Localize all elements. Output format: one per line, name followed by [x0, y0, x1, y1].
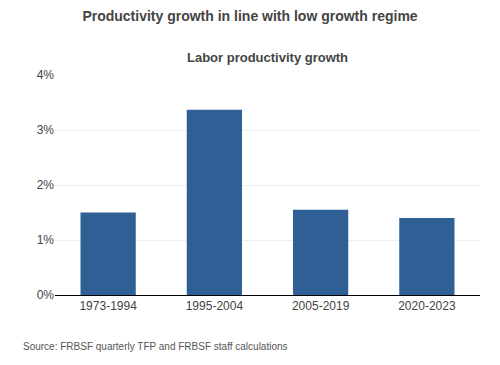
- svg-text:2%: 2%: [37, 178, 55, 192]
- svg-text:2005-2019: 2005-2019: [292, 299, 350, 313]
- svg-text:Source: FRBSF quarterly TFP an: Source: FRBSF quarterly TFP and FRBSF st…: [23, 341, 288, 352]
- svg-text:2020-2023: 2020-2023: [398, 299, 456, 313]
- svg-text:4%: 4%: [37, 68, 55, 82]
- svg-text:3%: 3%: [37, 123, 55, 137]
- svg-text:Productivity growth in line wi: Productivity growth in line with low gro…: [82, 8, 417, 24]
- svg-text:1973-1994: 1973-1994: [79, 299, 137, 313]
- svg-text:1995-2004: 1995-2004: [186, 299, 244, 313]
- svg-text:0%: 0%: [37, 288, 55, 302]
- svg-text:1%: 1%: [37, 233, 55, 247]
- svg-text:Labor productivity growth: Labor productivity growth: [187, 50, 348, 65]
